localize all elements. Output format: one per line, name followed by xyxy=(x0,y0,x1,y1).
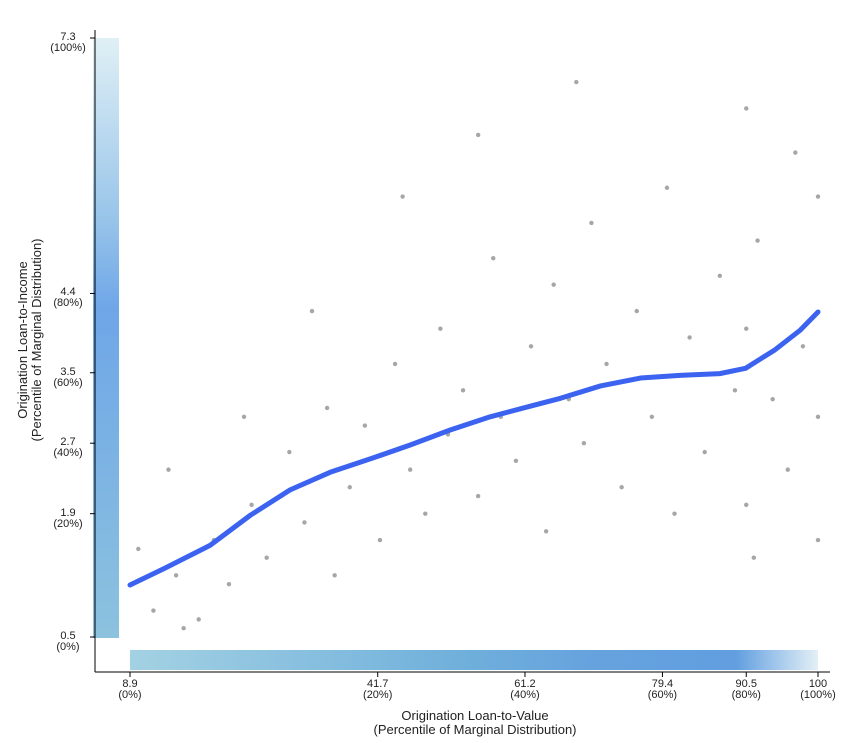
x-tick-label: 79.4 (60%) xyxy=(647,678,678,701)
y-tick-label: 4.4 (80%) xyxy=(53,286,83,310)
point xyxy=(196,617,201,622)
x-tick-label: 8.9 (0%) xyxy=(118,678,142,701)
point xyxy=(136,546,141,552)
point xyxy=(664,185,670,190)
point xyxy=(513,458,519,464)
point xyxy=(423,511,428,516)
point xyxy=(347,485,352,490)
point xyxy=(770,396,775,402)
point xyxy=(173,573,179,578)
point xyxy=(181,625,186,631)
point xyxy=(324,405,330,411)
x-tick-label: 100 (100%) xyxy=(800,678,836,701)
x-tick-label: 61.2 (40%) xyxy=(510,678,540,701)
point xyxy=(264,555,269,560)
point xyxy=(785,467,790,472)
point xyxy=(475,493,481,499)
point xyxy=(619,485,624,490)
point xyxy=(793,150,798,155)
y-tick-label: 3.5 (60%) xyxy=(53,365,83,389)
point xyxy=(574,79,579,85)
point xyxy=(460,388,466,393)
trend-line xyxy=(127,309,821,588)
point xyxy=(302,520,307,525)
point xyxy=(407,467,413,472)
y-tick-label: 7.3 (100%) xyxy=(50,31,86,54)
point xyxy=(551,282,556,287)
point xyxy=(309,308,315,314)
point xyxy=(755,238,760,243)
point xyxy=(241,414,247,419)
point xyxy=(400,194,405,199)
point xyxy=(732,388,738,393)
point xyxy=(377,537,383,543)
point xyxy=(438,326,443,331)
point xyxy=(815,537,821,543)
point xyxy=(392,361,398,367)
x-tick-label: 90.5 (80%) xyxy=(731,678,761,701)
point xyxy=(491,256,496,261)
y-tick-label: 0.5 (0%) xyxy=(56,630,80,653)
point xyxy=(672,511,677,516)
x-tick-label: 41.7 (20%) xyxy=(363,678,393,701)
point xyxy=(744,502,749,508)
point xyxy=(815,194,821,199)
point xyxy=(226,581,232,587)
y-tick-label: 2.7 (40%) xyxy=(53,436,83,460)
point xyxy=(287,449,292,455)
point xyxy=(581,441,587,446)
point xyxy=(687,335,692,340)
point xyxy=(634,308,639,314)
point xyxy=(362,423,368,428)
x-axis-title: Origination Loan-to-Value (Percentile of… xyxy=(373,708,577,737)
point xyxy=(744,326,749,331)
point xyxy=(332,573,337,578)
point xyxy=(649,414,655,419)
point xyxy=(800,344,806,349)
point xyxy=(815,414,821,419)
point xyxy=(744,106,749,111)
point xyxy=(543,529,549,534)
point xyxy=(751,555,757,560)
point xyxy=(528,344,534,349)
y-rug xyxy=(93,38,119,638)
y-tick-label: 1.9 (20%) xyxy=(53,506,83,530)
point xyxy=(702,449,707,455)
point xyxy=(589,220,594,226)
point xyxy=(717,273,723,279)
point xyxy=(475,132,481,138)
point xyxy=(151,608,156,613)
x-rug xyxy=(130,650,818,670)
point xyxy=(166,467,171,472)
point xyxy=(604,361,609,367)
point xyxy=(249,502,254,508)
